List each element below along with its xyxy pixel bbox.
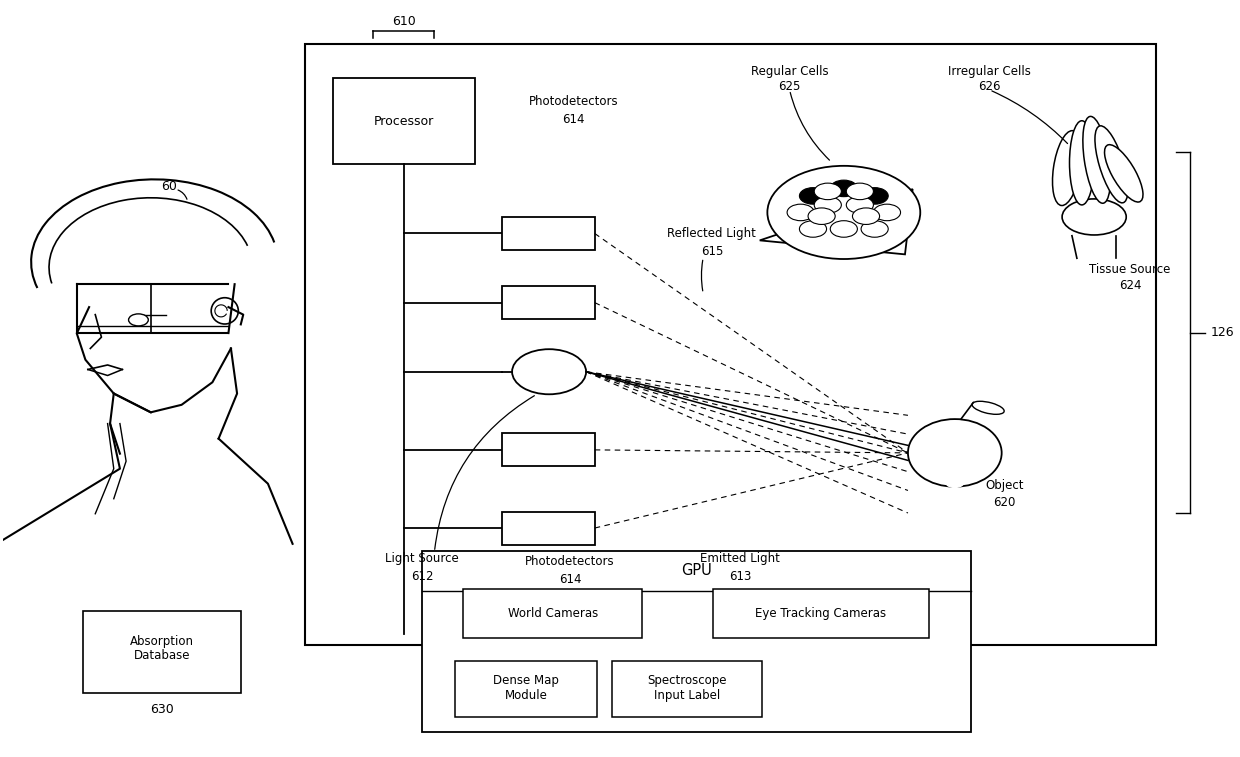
Ellipse shape [972,401,1004,414]
Circle shape [808,208,836,225]
FancyBboxPatch shape [502,217,595,250]
Ellipse shape [1069,121,1094,205]
Text: 613: 613 [729,569,751,583]
Circle shape [800,188,827,204]
Circle shape [852,208,879,225]
Circle shape [512,349,587,394]
Text: Database: Database [134,650,190,662]
Text: 615: 615 [701,245,723,258]
FancyBboxPatch shape [305,44,1156,645]
Ellipse shape [1083,117,1110,203]
Text: 614: 614 [559,572,582,586]
Circle shape [129,314,149,326]
FancyBboxPatch shape [502,286,595,319]
Text: 625: 625 [779,79,801,92]
Text: Light Source: Light Source [386,552,459,565]
Text: Object: Object [985,479,1023,493]
FancyBboxPatch shape [83,612,241,693]
Text: Regular Cells: Regular Cells [750,64,828,78]
Text: Eye Tracking Cameras: Eye Tracking Cameras [755,607,887,620]
Circle shape [846,183,873,200]
Text: 620: 620 [993,496,1016,509]
Text: 126: 126 [1210,326,1234,339]
Text: 610: 610 [392,15,415,28]
FancyBboxPatch shape [502,433,595,466]
Text: 612: 612 [410,569,433,583]
Ellipse shape [1095,126,1128,203]
Circle shape [831,221,857,237]
Circle shape [768,166,920,259]
Ellipse shape [1105,145,1143,202]
Text: Photodetectors: Photodetectors [529,95,619,107]
Circle shape [800,221,827,237]
FancyBboxPatch shape [502,512,595,544]
Text: 614: 614 [563,113,585,126]
Circle shape [873,204,900,221]
Circle shape [787,204,815,221]
Ellipse shape [1063,199,1126,235]
FancyBboxPatch shape [611,661,763,717]
Ellipse shape [908,419,1002,487]
Text: Photodetectors: Photodetectors [526,555,615,568]
Ellipse shape [1053,131,1081,206]
Polygon shape [760,189,913,254]
Text: Module: Module [505,689,547,702]
Text: Absorption: Absorption [130,635,193,648]
Text: 60: 60 [161,180,177,193]
Text: Irregular Cells: Irregular Cells [947,64,1030,78]
Text: 626: 626 [978,79,1001,92]
Text: World Cameras: World Cameras [507,607,598,620]
FancyBboxPatch shape [422,551,971,732]
Text: Input Label: Input Label [653,689,720,702]
Circle shape [831,180,857,197]
FancyBboxPatch shape [713,589,929,638]
FancyBboxPatch shape [334,78,475,164]
Circle shape [846,197,873,213]
FancyBboxPatch shape [455,661,596,717]
Ellipse shape [211,298,238,324]
Circle shape [861,221,888,237]
Text: Dense Map: Dense Map [494,674,559,687]
Ellipse shape [946,478,963,488]
Circle shape [861,188,888,204]
Text: GPU: GPU [681,562,712,578]
Text: Spectroscope: Spectroscope [647,674,727,687]
Text: 624: 624 [1118,279,1141,292]
Text: Emitted Light: Emitted Light [701,552,780,565]
FancyBboxPatch shape [464,589,642,638]
Text: Reflected Light: Reflected Light [667,227,756,240]
Circle shape [815,183,842,200]
Text: Tissue Source: Tissue Source [1089,263,1171,276]
Text: 630: 630 [150,702,174,715]
Text: Processor: Processor [374,114,434,128]
Circle shape [815,197,842,213]
